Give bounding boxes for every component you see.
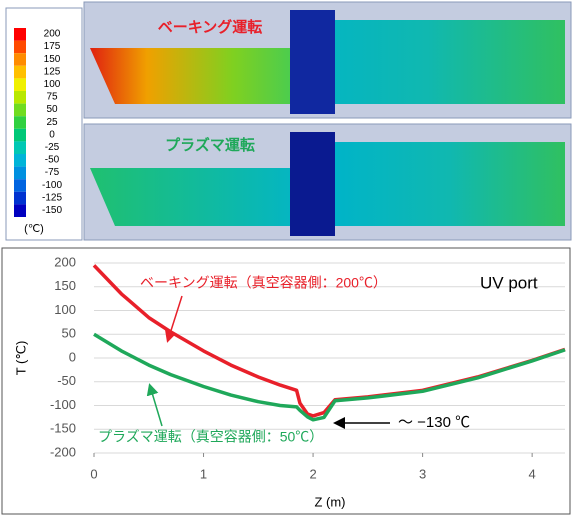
colorbar-tick-label: 125: [44, 66, 61, 77]
colorbar-tick-label: -75: [45, 167, 60, 178]
colorbar-swatch: [14, 66, 26, 79]
series-label: ベーキング運転（真空容器側：200℃）: [140, 275, 387, 291]
y-tick-label: 0: [69, 349, 76, 364]
x-tick-label: 1: [200, 466, 207, 481]
x-tick-label: 4: [529, 466, 536, 481]
colorbar-tick-label: -25: [45, 142, 60, 153]
y-tick-label: -200: [50, 444, 76, 459]
y-tick-label: 100: [54, 302, 76, 317]
x-axis-title: Z (m): [314, 494, 345, 509]
colorbar-swatch: [14, 141, 26, 154]
y-tick-label: 50: [62, 326, 76, 341]
series-label: プラズマ運転（真空容器側：50℃）: [98, 429, 323, 445]
colorbar-tick-label: 150: [44, 54, 61, 65]
colorbar-swatch: [14, 204, 26, 217]
bellows: [290, 132, 335, 236]
colorbar-swatch: [14, 116, 26, 129]
colorbar-tick-label: 0: [49, 129, 55, 140]
y-tick-label: -100: [50, 397, 76, 412]
y-tick-label: 200: [54, 254, 76, 269]
y-tick-label: 150: [54, 278, 76, 293]
x-tick-label: 0: [90, 466, 97, 481]
colorbar-swatch: [14, 154, 26, 167]
colorbar-swatch: [14, 28, 26, 41]
colorbar-tick-label: -150: [42, 205, 62, 216]
panel-label: プラズマ運転: [165, 136, 255, 154]
colorbar-swatch: [14, 53, 26, 66]
y-tick-label: -50: [57, 373, 76, 388]
pipe: [335, 142, 565, 226]
colorbar-swatch: [14, 192, 26, 205]
colorbar-tick-label: 175: [44, 41, 61, 52]
colorbar-unit: (℃): [24, 223, 44, 235]
colorbar-swatch: [14, 91, 26, 104]
colorbar-swatch: [14, 179, 26, 192]
colorbar-swatch: [14, 41, 26, 54]
page: 2001751501251007550250-25-50-75-100-125-…: [0, 0, 573, 516]
colorbar-tick-label: 75: [46, 92, 58, 103]
y-axis-title: T (℃): [13, 341, 28, 376]
panel-label: ベーキング運転: [158, 18, 263, 36]
colorbar-tick-label: 200: [44, 29, 61, 40]
colorbar-tick-label: 25: [46, 117, 58, 128]
y-tick-label: -150: [50, 421, 76, 436]
colorbar-tick-label: 100: [44, 79, 61, 90]
colorbar-tick-label: -125: [42, 192, 62, 203]
annotation: UV port: [480, 273, 538, 292]
bellows: [290, 10, 335, 114]
colorbar-swatch: [14, 167, 26, 180]
colorbar-swatch: [14, 104, 26, 117]
colorbar-tick-label: -100: [42, 180, 62, 191]
annotation: ～ −130 ℃: [398, 414, 470, 431]
colorbar-tick-label: -50: [45, 155, 60, 166]
x-tick-label: 2: [309, 466, 316, 481]
colorbar-swatch: [14, 129, 26, 142]
colorbar-swatch: [14, 78, 26, 91]
figure: 2001751501251007550250-25-50-75-100-125-…: [0, 0, 573, 516]
x-tick-label: 3: [419, 466, 426, 481]
colorbar-tick-label: 50: [46, 104, 58, 115]
